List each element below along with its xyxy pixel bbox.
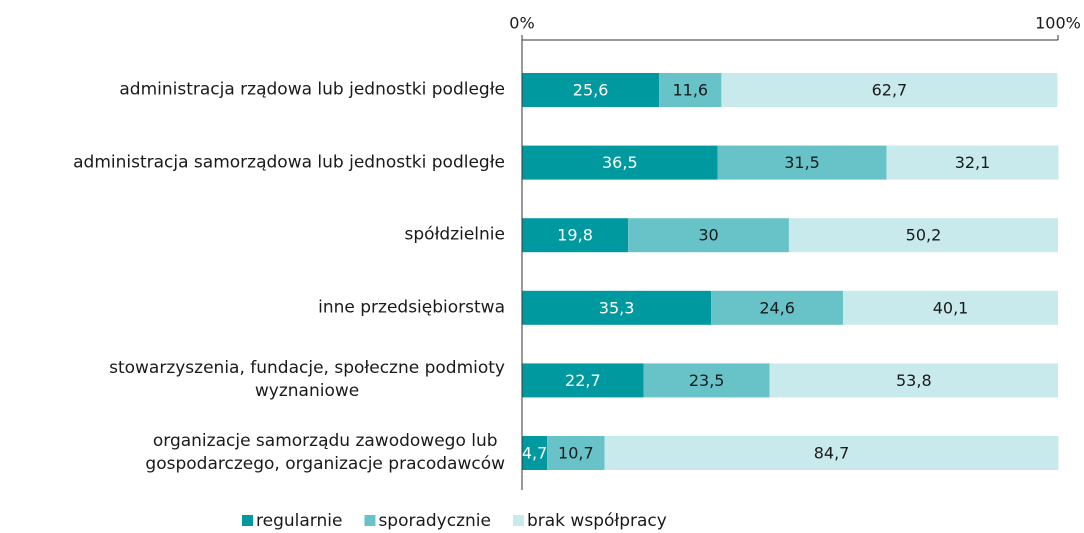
bar-segment [628,218,789,253]
value-label: 35,3 [599,298,635,317]
x-tick-label: 100% [1035,14,1081,33]
bar-segment [522,290,712,325]
value-label: 84,7 [814,444,850,463]
legend-swatch [512,515,524,526]
bar-segment [522,218,629,253]
category-label: administracja rządowa lub jednostki podl… [119,79,505,100]
value-label: 10,7 [558,444,594,463]
value-label: 23,5 [689,371,725,390]
category-label: inne przedsiębiorstwa [318,297,505,318]
bar-segment [604,436,1059,470]
value-label: 50,2 [906,226,942,245]
value-label: 25,6 [573,81,609,100]
value-label: 4,7 [522,444,547,463]
value-label: 22,7 [565,371,601,390]
bar-segment [547,436,605,470]
bar-segment [886,145,1059,180]
legend-swatch [242,515,253,526]
legend-swatch [364,515,376,526]
value-label: 36,5 [602,153,638,172]
bar-segment [643,363,770,398]
value-label: 24,6 [759,298,795,317]
bar-segment [721,73,1058,107]
value-label: 53,8 [896,371,932,390]
bar-segment [788,218,1058,253]
value-label: 19,8 [557,226,593,245]
bar-segment [711,290,844,325]
value-label: 11,6 [672,81,708,100]
bar-segment [522,363,644,398]
legend-label: regularnie [256,511,342,531]
x-tick-label: 0% [509,14,534,33]
bar-segment [522,73,660,107]
value-label: 32,1 [955,153,991,172]
value-label: 40,1 [933,298,969,317]
category-label: organizacje samorządu zawodowego lub gos… [145,431,505,474]
category-label: spółdzielnie [404,224,505,245]
value-label: 31,5 [784,153,820,172]
bar-segment [769,363,1058,398]
value-label: 30 [698,226,718,245]
category-label: stowarzyszenia, fundacje, społeczne podm… [109,358,505,402]
bar-segment [659,73,722,107]
value-label: 62,7 [872,81,908,100]
bar-segment [522,145,718,180]
bar-segment [522,436,548,470]
bar-segment [843,290,1058,325]
bar-segment [717,145,887,180]
legend-label: sporadycznie [378,511,491,531]
category-label: administracja samorządowa lub jednostki … [73,152,505,173]
legend-label: brak współpracy [527,511,667,531]
